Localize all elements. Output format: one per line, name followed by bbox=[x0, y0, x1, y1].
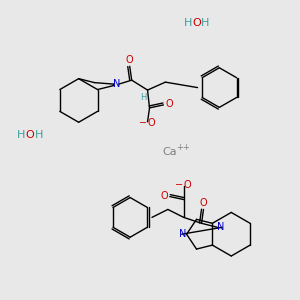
Text: H: H bbox=[17, 130, 26, 140]
Text: H: H bbox=[35, 130, 43, 140]
Text: O: O bbox=[148, 118, 155, 128]
Text: N: N bbox=[113, 79, 121, 89]
Text: O: O bbox=[126, 55, 134, 65]
Text: O: O bbox=[184, 180, 191, 190]
Text: H: H bbox=[184, 18, 192, 28]
Text: H: H bbox=[201, 18, 210, 28]
Text: −: − bbox=[175, 180, 183, 190]
Text: O: O bbox=[26, 130, 34, 140]
Text: O: O bbox=[160, 190, 168, 201]
Text: −: − bbox=[139, 118, 147, 128]
Text: H: H bbox=[140, 94, 147, 103]
Text: ++: ++ bbox=[176, 142, 190, 152]
Text: O: O bbox=[192, 18, 201, 28]
Text: N: N bbox=[217, 222, 224, 232]
Text: O: O bbox=[166, 99, 173, 109]
Text: N: N bbox=[179, 229, 186, 239]
Text: Ca: Ca bbox=[163, 147, 177, 157]
Text: O: O bbox=[200, 199, 207, 208]
